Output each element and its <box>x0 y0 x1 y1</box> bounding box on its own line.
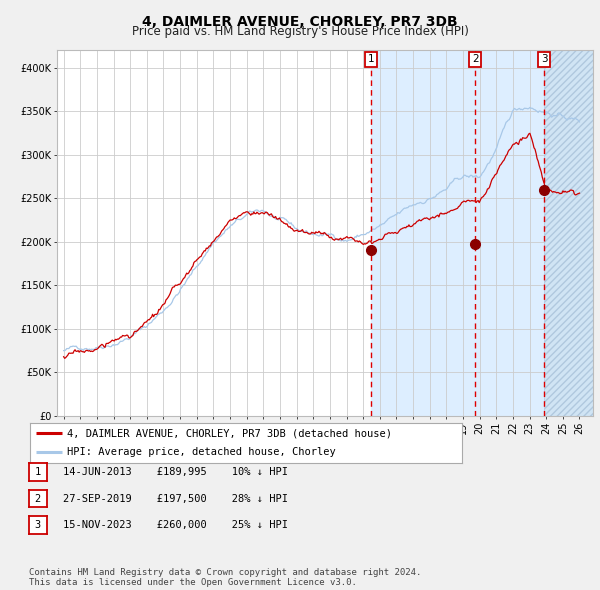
Text: 27-SEP-2019    £197,500    28% ↓ HPI: 27-SEP-2019 £197,500 28% ↓ HPI <box>63 494 288 503</box>
Bar <box>371 50 593 416</box>
Text: 3: 3 <box>541 54 548 64</box>
Text: HPI: Average price, detached house, Chorley: HPI: Average price, detached house, Chor… <box>67 447 335 457</box>
Bar <box>544 50 593 416</box>
Text: 4, DAIMLER AVENUE, CHORLEY, PR7 3DB: 4, DAIMLER AVENUE, CHORLEY, PR7 3DB <box>142 15 458 29</box>
Text: Price paid vs. HM Land Registry's House Price Index (HPI): Price paid vs. HM Land Registry's House … <box>131 25 469 38</box>
Text: 2: 2 <box>35 494 41 503</box>
Text: 2: 2 <box>472 54 479 64</box>
Text: 4, DAIMLER AVENUE, CHORLEY, PR7 3DB (detached house): 4, DAIMLER AVENUE, CHORLEY, PR7 3DB (det… <box>67 428 392 438</box>
Text: 3: 3 <box>35 520 41 530</box>
Text: Contains HM Land Registry data © Crown copyright and database right 2024.
This d: Contains HM Land Registry data © Crown c… <box>29 568 421 587</box>
Text: 15-NOV-2023    £260,000    25% ↓ HPI: 15-NOV-2023 £260,000 25% ↓ HPI <box>63 520 288 530</box>
Text: 1: 1 <box>367 54 374 64</box>
Text: 14-JUN-2013    £189,995    10% ↓ HPI: 14-JUN-2013 £189,995 10% ↓ HPI <box>63 467 288 477</box>
Text: 1: 1 <box>35 467 41 477</box>
